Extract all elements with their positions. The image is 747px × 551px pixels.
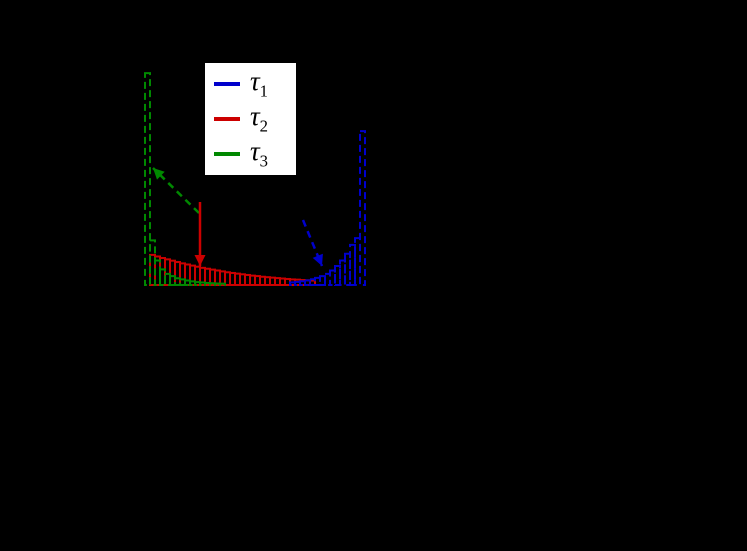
- legend-item-tau1: τ1: [214, 65, 296, 101]
- tau3-histogram-bar: [184, 279, 191, 287]
- tau1-histogram-bar: [344, 252, 351, 286]
- tau1-histogram-bar: [324, 272, 331, 287]
- tau3-histogram-bar: [164, 272, 171, 287]
- tau1-line-swatch: [214, 81, 240, 86]
- tau2-arrow-head: [194, 255, 206, 266]
- tau3-line-swatch: [214, 152, 240, 157]
- tau3-label: τ3: [250, 135, 269, 171]
- tau2-line-swatch: [214, 117, 240, 121]
- tau1-histogram-bar: [309, 278, 316, 287]
- tau1-histogram-bar: [314, 276, 321, 286]
- legend-item-tau2: τ2: [214, 100, 296, 136]
- tau1-histogram-bar: [304, 279, 311, 287]
- tau3-histogram-bar: [179, 278, 186, 287]
- tau1-arrow-head: [312, 253, 323, 266]
- tau1-subscript: 1: [259, 81, 269, 101]
- tau3-histogram-bar: [219, 282, 226, 287]
- tau3-histogram-bar: [144, 72, 151, 287]
- tau3-symbol: τ: [250, 135, 260, 166]
- tau1-histogram-bar: [319, 275, 326, 286]
- tau2-subscript: 2: [259, 116, 269, 136]
- tau2-symbol: τ: [250, 100, 260, 131]
- tau1-histogram-bar: [339, 259, 346, 287]
- tau3-histogram-bar: [169, 275, 176, 286]
- tau3-subscript: 3: [259, 151, 269, 171]
- tau1-histogram-bar: [349, 243, 356, 286]
- tau3-histogram-bar: [174, 277, 181, 286]
- legend-item-tau3: τ3: [214, 135, 296, 171]
- legend-box: τ1 τ2 τ3: [204, 62, 297, 176]
- tau2-label: τ2: [250, 100, 269, 136]
- tau1-symbol: τ: [250, 65, 260, 96]
- tau1-label: τ1: [250, 65, 269, 101]
- tau3-arrow-head: [153, 168, 165, 180]
- tau1-histogram-bar: [359, 130, 366, 286]
